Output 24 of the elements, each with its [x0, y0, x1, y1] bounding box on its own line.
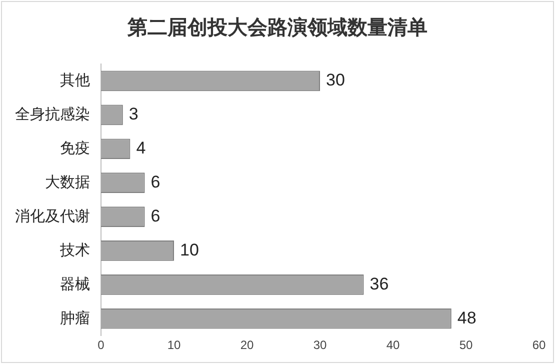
x-tick-label: 0 [98, 338, 105, 352]
y-tick-label: 大数据 [45, 174, 90, 191]
data-label: 3 [128, 104, 138, 124]
data-label: 6 [150, 172, 160, 192]
chart-title: 第二届创投大会路演领域数量清单 [126, 16, 428, 41]
x-tick-label: 20 [240, 338, 254, 352]
y-tick-label: 技术 [59, 242, 90, 259]
data-label: 48 [457, 308, 476, 328]
x-tick-label: 10 [167, 338, 181, 352]
y-tick-label: 其他 [60, 72, 90, 90]
y-tick-label: 消化及代谢 [15, 208, 90, 225]
x-tick-label: 30 [313, 338, 327, 352]
x-tick-label: 40 [386, 338, 400, 352]
y-tick-label: 肿瘤 [60, 310, 90, 327]
data-label: 36 [370, 274, 389, 294]
x-tick-label: 60 [532, 338, 546, 352]
data-label: 30 [326, 70, 345, 90]
x-tick-label: 50 [459, 338, 473, 352]
y-tick-label: 全身抗感染 [15, 106, 90, 124]
data-label: 4 [136, 138, 146, 158]
data-label: 10 [180, 240, 199, 260]
y-tick-label: 器械 [60, 276, 90, 293]
data-label: 6 [150, 206, 160, 226]
y-tick-label: 免疫 [60, 140, 90, 158]
